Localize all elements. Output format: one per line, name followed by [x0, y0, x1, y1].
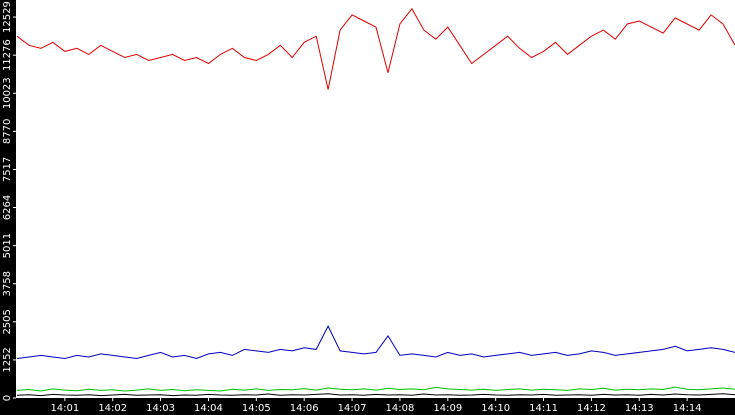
x-tick-label: 14:02 [98, 403, 127, 414]
series-line [16, 393, 735, 397]
y-tick-label: 3758 [2, 271, 13, 296]
x-tick-label: 14:08 [386, 403, 415, 414]
y-tick-label: 8770 [2, 119, 13, 144]
x-tick-label: 14:11 [529, 403, 558, 414]
y-tick-label: 6264 [2, 195, 13, 220]
x-tick-label: 14:13 [625, 403, 654, 414]
x-tick-label: 14:04 [194, 403, 223, 414]
y-tick-label: 11276 [2, 39, 13, 71]
series-line [16, 324, 735, 360]
y-tick-label: 7517 [2, 157, 13, 182]
y-axis-band [0, 0, 16, 415]
y-tick-label: 10023 [2, 77, 13, 109]
x-tick-label: 14:03 [146, 403, 175, 414]
x-tick-label: 14:01 [50, 403, 79, 414]
x-axis-band [0, 398, 735, 415]
series-line [16, 7, 735, 90]
y-tick-label: 0 [2, 395, 13, 401]
x-tick-label: 14:09 [433, 403, 462, 414]
y-tick-label: 2505 [2, 309, 13, 334]
x-tick-label: 14:06 [290, 403, 319, 414]
x-tick-label: 14:12 [577, 403, 606, 414]
y-tick-label: 5011 [2, 233, 13, 258]
x-tick-label: 14:07 [338, 403, 367, 414]
y-tick-label: 12529 [2, 1, 13, 33]
x-tick-label: 14:14 [673, 403, 702, 414]
series-line [16, 386, 735, 392]
y-tick-label: 1252 [2, 347, 13, 372]
x-tick-label: 14:10 [481, 403, 510, 414]
x-tick-label: 14:05 [242, 403, 271, 414]
